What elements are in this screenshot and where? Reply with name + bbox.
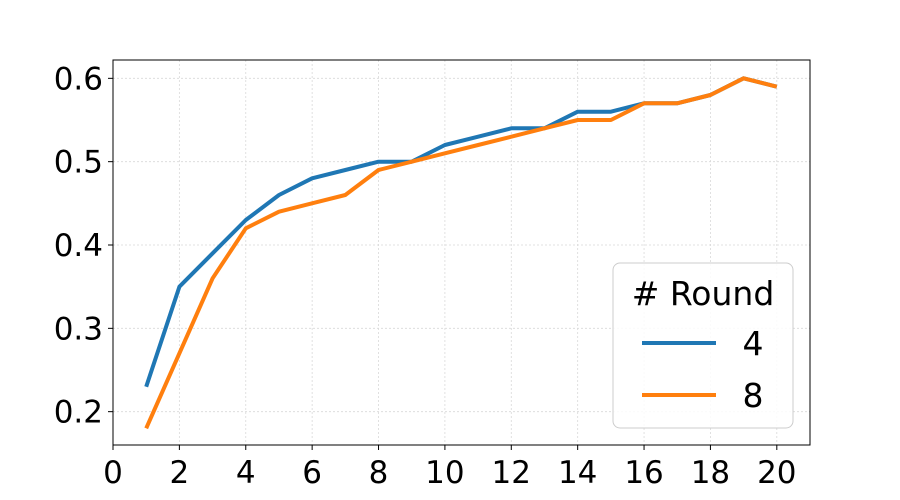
x-tick-label: 18 xyxy=(691,455,730,491)
legend-label-4: 4 xyxy=(743,324,764,363)
series-layer xyxy=(144,76,778,430)
x-tick-label: 16 xyxy=(624,455,663,491)
x-tick-label: 14 xyxy=(558,455,597,491)
y-tick-label: 0.2 xyxy=(54,395,103,431)
legend-entries: 48 xyxy=(642,324,764,415)
x-tick-label: 20 xyxy=(757,455,796,491)
y-tick-label: 0.4 xyxy=(54,228,103,264)
x-axis: 0 2 4 6 8 10 12 14 16 18 20 xyxy=(103,445,797,491)
plot-area-frame xyxy=(112,59,811,446)
x-tick-label: 8 xyxy=(369,455,389,491)
series-line-8 xyxy=(144,76,778,430)
y-axis: 0.2 0.3 0.4 0.5 0.6 xyxy=(54,61,113,431)
legend-label-8: 8 xyxy=(743,376,764,415)
y-tick-label: 0.6 xyxy=(54,61,103,97)
y-tick-label: 0.5 xyxy=(54,145,103,181)
x-tick-label: 12 xyxy=(492,455,531,491)
y-tick-label: 0.3 xyxy=(54,311,103,347)
x-tick-label: 4 xyxy=(236,455,256,491)
x-tick-label: 2 xyxy=(170,455,190,491)
x-tick-label: 6 xyxy=(302,455,322,491)
x-tick-label: 0 xyxy=(103,455,123,491)
legend-box xyxy=(612,262,794,429)
x-tick-label: 10 xyxy=(425,455,464,491)
legend: # Round 48 xyxy=(612,262,794,429)
legend-title: # Round xyxy=(632,274,775,313)
